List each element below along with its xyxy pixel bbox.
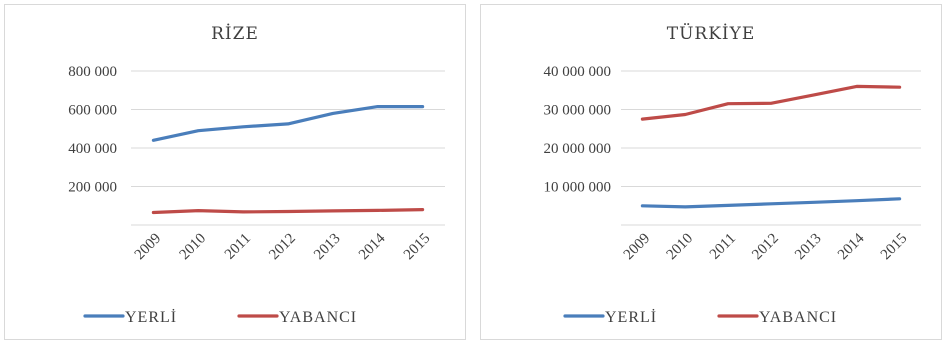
chart-title: RİZE	[211, 23, 259, 44]
turkiye-chart: TÜRKİYE 10 000 000 20 000 000 30 000 000 40 …	[480, 4, 942, 340]
legend-label: YERLİ	[605, 308, 657, 326]
series-line-yabanci	[640, 84, 902, 121]
legend-label: YABANCI	[759, 309, 837, 326]
x-tick-label: 2009	[621, 231, 654, 264]
series-line-yabanci	[151, 208, 425, 215]
series-line-yerli̇	[151, 104, 425, 142]
y-tick-label: 20 000 000	[544, 141, 612, 157]
x-tick-label: 2012	[266, 231, 299, 264]
x-tick-label: 2013	[792, 231, 825, 264]
x-tick-label: 2014	[356, 230, 389, 263]
y-tick-label: 30 000 000	[544, 103, 612, 119]
x-tick-label: 2015	[878, 231, 911, 264]
turkiye-chart-svg: TÜRKİYE 10 000 000 20 000 000 30 000 000 40 …	[544, 23, 921, 326]
rize-chart-svg: RİZE 200 000 400 000 600 000 800 000 2009 2010…	[68, 23, 445, 326]
x-tick-label: 2014	[835, 230, 868, 263]
y-tick-label: 400 000	[68, 141, 117, 157]
x-tick-label: 2011	[707, 231, 739, 263]
series-line-yerli̇	[640, 197, 902, 209]
y-tick-label: 10 000 000	[544, 180, 612, 196]
y-tick-label: 40 000 000	[544, 64, 612, 80]
x-tick-label: 2010	[177, 231, 210, 264]
y-tick-label: 600 000	[68, 103, 117, 119]
x-tick-label: 2013	[311, 231, 344, 264]
y-tick-label: 800 000	[68, 64, 117, 80]
legend-label: YERLİ	[125, 308, 177, 326]
x-tick-label: 2009	[132, 231, 165, 264]
x-tick-label: 2015	[401, 231, 434, 264]
x-tick-label: 2011	[222, 231, 254, 263]
x-tick-label: 2010	[664, 231, 697, 264]
rize-chart: RİZE 200 000 400 000 600 000 800 000 2009 2010…	[4, 4, 466, 340]
legend-label: YABANCI	[279, 309, 357, 326]
x-tick-label: 2012	[749, 231, 782, 264]
y-tick-label: 200 000	[68, 180, 117, 196]
chart-title: TÜRKİYE	[667, 23, 756, 44]
